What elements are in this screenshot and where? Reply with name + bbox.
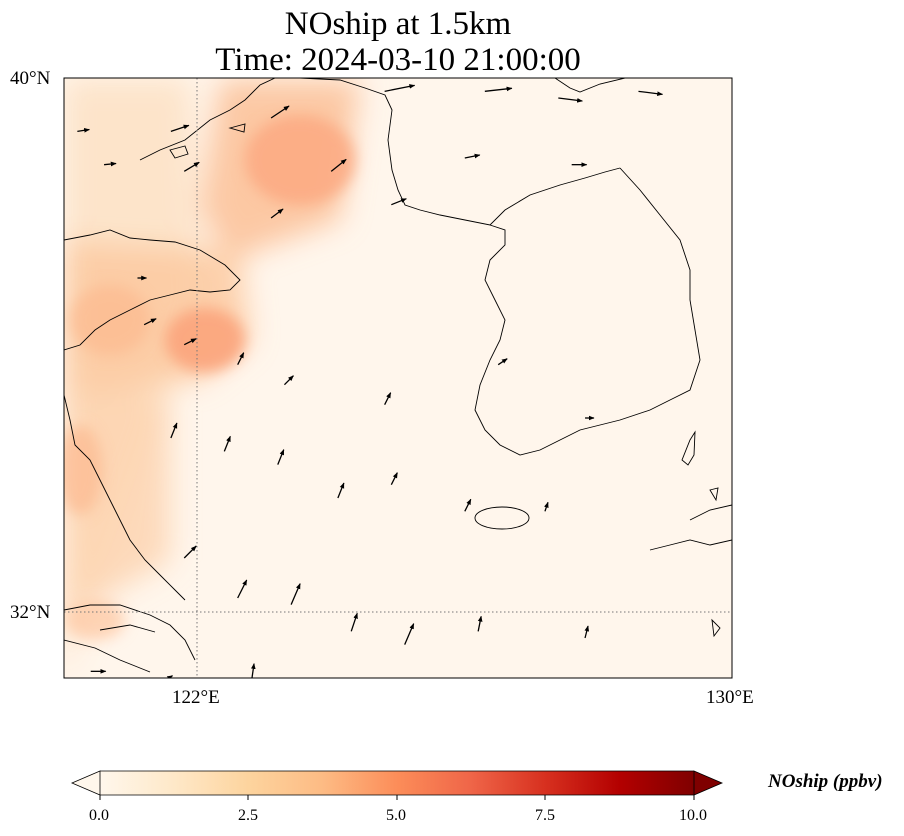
lon-label-122e: 122°E xyxy=(172,687,220,708)
colorbar-tick-10: 10.0 xyxy=(679,807,707,824)
wind-vectors xyxy=(77,84,664,678)
wind-vector xyxy=(170,422,178,439)
wind-vector xyxy=(183,161,200,172)
gridlines xyxy=(64,78,732,678)
colorbar-gradient xyxy=(100,771,694,795)
colorbar-tick-7-5: 7.5 xyxy=(535,807,555,824)
wind-vector xyxy=(638,90,664,97)
lat-label-32n: 32°N xyxy=(10,602,51,623)
wind-vector xyxy=(143,318,157,326)
coastlines xyxy=(64,78,732,673)
wind-vector xyxy=(390,472,398,485)
wind-vector xyxy=(404,623,415,645)
lon-label-130e: 130°E xyxy=(706,687,754,708)
wind-vector xyxy=(477,615,483,632)
colorbar-tick-2-5: 2.5 xyxy=(238,807,258,824)
concentration-field xyxy=(64,78,732,678)
wind-vector xyxy=(337,482,345,499)
wind-vector xyxy=(270,208,284,219)
wind-vector xyxy=(77,128,90,133)
wind-vector xyxy=(464,153,481,159)
map-frame xyxy=(63,77,733,679)
wind-vector xyxy=(237,579,248,599)
colorbar-tick-0: 0.0 xyxy=(89,807,109,824)
wind-vector xyxy=(104,161,117,167)
wind-vector xyxy=(350,612,358,632)
wind-vector xyxy=(497,358,508,366)
wind-vector xyxy=(384,392,392,405)
wind-vector xyxy=(166,675,174,678)
colorbar-max-extend xyxy=(693,770,724,796)
colorbar xyxy=(70,770,724,800)
map-subtitle-time: Time: 2024-03-10 21:00:00 xyxy=(215,42,581,78)
wind-vector xyxy=(464,498,472,512)
wind-vector xyxy=(484,86,513,92)
colorbar-label: NOship (ppbv) xyxy=(768,771,883,792)
wind-vector xyxy=(544,501,549,512)
colorbar-min-extend xyxy=(70,770,101,796)
wind-vector xyxy=(183,338,197,346)
colorbar-tick-5: 5.0 xyxy=(386,807,406,824)
wind-vector xyxy=(223,435,231,452)
wind-vector xyxy=(283,375,294,386)
wind-vector xyxy=(384,84,416,92)
wind-vector xyxy=(391,198,407,206)
wind-vector xyxy=(558,97,583,103)
map-title: NOship at 1.5km xyxy=(284,6,512,42)
wind-vector xyxy=(270,105,290,119)
wind-vector xyxy=(277,449,285,465)
wind-vector xyxy=(237,352,245,365)
wind-vector xyxy=(170,124,190,132)
lat-label-40n: 40°N xyxy=(10,68,51,89)
wind-vector xyxy=(250,663,256,678)
wind-vector xyxy=(183,545,197,559)
wind-vector xyxy=(584,625,590,639)
wind-vector xyxy=(330,158,347,172)
wind-vector xyxy=(290,583,301,605)
